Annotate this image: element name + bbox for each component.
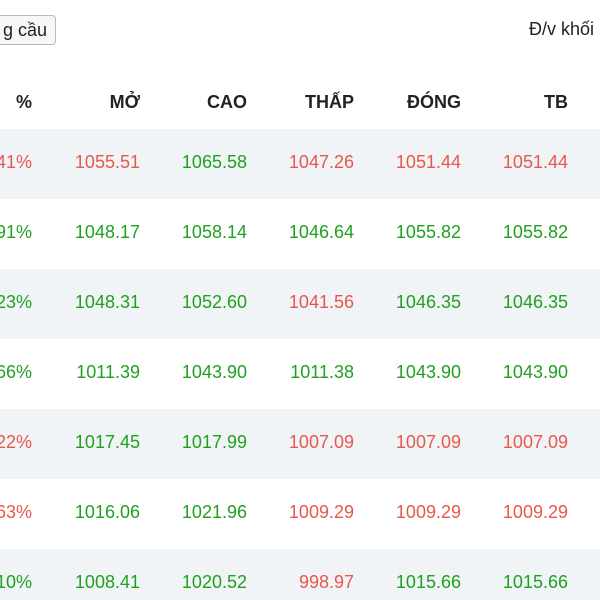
cell-average: 1007.09	[502, 432, 568, 452]
cell-percent: 10%	[0, 572, 32, 592]
table-row[interactable]: 22% 1017.45 1017.99 1007.09 1007.09 1007…	[0, 409, 600, 479]
cell-high: 1021.96	[181, 502, 247, 522]
cell-high: 1043.90	[181, 362, 247, 382]
table-row[interactable]: 66% 1011.39 1043.90 1011.38 1043.90 1043…	[0, 339, 600, 409]
cell-close: 1055.82	[395, 222, 461, 242]
cell-average: 1046.35	[502, 292, 568, 312]
request-button[interactable]: g cầu	[0, 15, 57, 45]
header-percent[interactable]: %	[15, 92, 32, 112]
cell-high: 1058.14	[181, 222, 247, 242]
header-high[interactable]: CAO	[207, 92, 247, 112]
cell-close: 1046.35	[395, 292, 461, 312]
cell-average: 1043.90	[502, 362, 568, 382]
cell-low: 1009.29	[288, 502, 354, 522]
cell-percent: 63%	[0, 502, 32, 522]
cell-close: 1015.66	[395, 572, 461, 592]
cell-close: 1009.29	[395, 502, 461, 522]
cell-percent: 23%	[0, 292, 32, 312]
cell-low: 1007.09	[288, 432, 354, 452]
cell-open: 1008.41	[74, 572, 140, 592]
table-header: % MỞ CAO THẤP ĐÓNG TB	[0, 70, 600, 135]
table-row[interactable]: 91% 1048.17 1058.14 1046.64 1055.82 1055…	[0, 199, 600, 269]
cell-average: 1009.29	[502, 502, 568, 522]
cell-close: 1043.90	[395, 362, 461, 382]
cell-average: 1055.82	[502, 222, 568, 242]
cell-open: 1011.39	[76, 362, 140, 382]
cell-high: 1020.52	[181, 572, 247, 592]
cell-low: 1047.26	[288, 152, 354, 172]
cell-low: 1046.64	[288, 222, 354, 242]
cell-percent: 66%	[0, 362, 32, 382]
toolbar: g cầu Đ/v khối	[0, 0, 600, 64]
cell-percent: 22%	[0, 432, 32, 452]
cell-open: 1016.06	[74, 502, 140, 522]
header-open[interactable]: MỞ	[109, 92, 140, 112]
header-average[interactable]: TB	[544, 92, 568, 112]
table-row[interactable]: 41% 1055.51 1065.58 1047.26 1051.44 1051…	[0, 129, 600, 199]
cell-close: 1051.44	[395, 152, 461, 172]
cell-open: 1048.31	[74, 292, 140, 312]
cell-high: 1065.58	[181, 152, 247, 172]
cell-open: 1048.17	[74, 222, 140, 242]
cell-low: 1041.56	[288, 292, 354, 312]
cell-close: 1007.09	[395, 432, 461, 452]
cell-open: 1017.45	[74, 432, 140, 452]
table-row[interactable]: 63% 1016.06 1021.96 1009.29 1009.29 1009…	[0, 479, 600, 549]
unit-label: Đ/v khối	[528, 19, 594, 39]
cell-low: 998.97	[298, 572, 354, 592]
cell-low: 1011.38	[290, 362, 354, 382]
cell-average: 1051.44	[502, 152, 568, 172]
cell-percent: 91%	[0, 222, 32, 242]
table-row[interactable]: 10% 1008.41 1020.52 998.97 1015.66 1015.…	[0, 549, 600, 600]
cell-percent: 41%	[0, 152, 32, 172]
header-low[interactable]: THẤP	[305, 92, 354, 112]
cell-high: 1017.99	[181, 432, 247, 452]
cell-high: 1052.60	[181, 292, 247, 312]
header-close[interactable]: ĐÓNG	[407, 92, 461, 112]
table-row[interactable]: 23% 1048.31 1052.60 1041.56 1046.35 1046…	[0, 269, 600, 339]
cell-open: 1055.51	[74, 152, 140, 172]
cell-average: 1015.66	[502, 572, 568, 592]
